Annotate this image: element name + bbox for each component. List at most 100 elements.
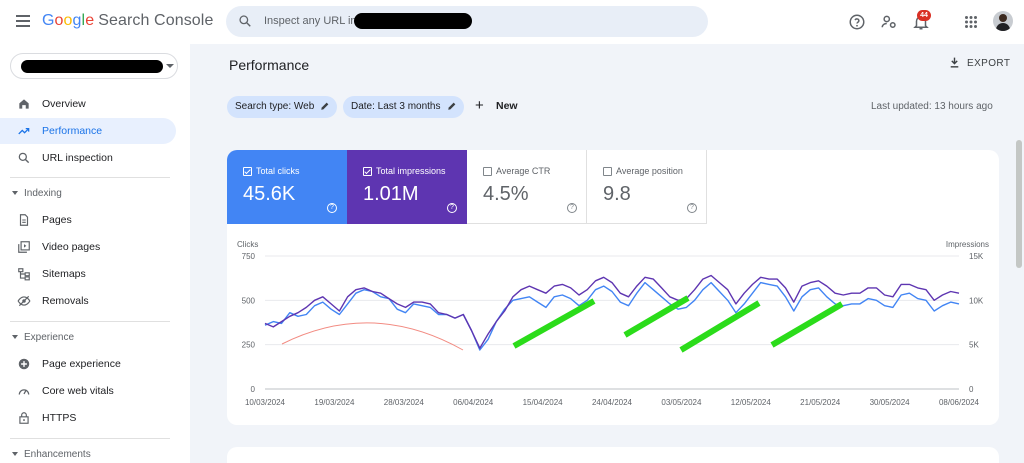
sidebar-item-label: URL inspection — [42, 152, 113, 164]
metric-total-impressions[interactable]: Total impressions 1.01M ? — [347, 150, 467, 224]
metric-label: Total impressions — [376, 166, 446, 176]
right-tick-label: 10K — [969, 296, 984, 305]
video-pages-icon — [18, 241, 30, 253]
metric-average-position[interactable]: Average position 9.8 ? — [587, 150, 707, 224]
metric-label: Total clicks — [256, 166, 300, 176]
sidebar-item-sitemaps[interactable]: Sitemaps — [0, 261, 176, 287]
menu-icon[interactable] — [16, 15, 30, 27]
sidebar-item-label: HTTPS — [42, 412, 77, 424]
logo-letter: o — [54, 12, 64, 29]
left-axis-label: Clicks — [237, 240, 258, 249]
sidebar-item-https[interactable]: HTTPS — [0, 405, 176, 431]
logo-letter: g — [72, 12, 82, 29]
sidebar-item-label: Video pages — [42, 241, 101, 253]
checkbox-checked[interactable] — [243, 167, 252, 176]
help-icon[interactable]: ? — [327, 203, 337, 213]
sidebar-item-label: Sitemaps — [42, 268, 86, 280]
product-name: Search Console — [98, 12, 214, 29]
annotation-curve — [281, 322, 464, 351]
apps-icon[interactable] — [962, 13, 980, 31]
metric-value: 1.01M — [363, 183, 419, 205]
x-tick-label: 24/04/2024 — [592, 398, 633, 407]
sidebar-item-page-experience[interactable]: Page experience — [0, 351, 176, 377]
search-icon — [18, 152, 30, 164]
sidebar-item-performance[interactable]: Performance — [0, 118, 176, 144]
sidebar-item-label: Core web vitals — [42, 385, 114, 397]
x-tick-label: 06/04/2024 — [453, 398, 494, 407]
sidebar-item-removals[interactable]: Removals — [0, 288, 176, 314]
divider — [10, 438, 170, 439]
sidebar-item-pages[interactable]: Pages — [0, 207, 176, 233]
plus-icon: + — [475, 97, 484, 114]
metric-total-clicks[interactable]: Total clicks 45.6K ? — [227, 150, 347, 224]
filter-chip-search-type[interactable]: Search type: Web — [227, 96, 337, 118]
trending-up-icon — [18, 128, 30, 135]
checkbox-unchecked[interactable] — [603, 167, 612, 176]
property-selector[interactable] — [10, 53, 178, 79]
sidebar-item-video-pages[interactable]: Video pages — [0, 234, 176, 260]
filter-chip-label: Search type: Web — [235, 101, 315, 112]
left-tick-label: 0 — [251, 385, 256, 394]
search-placeholder: Inspect any URL in — [264, 15, 357, 27]
filter-chip-date[interactable]: Date: Last 3 months — [343, 96, 464, 118]
notification-badge: 44 — [917, 10, 931, 21]
chevron-down-icon — [166, 64, 174, 68]
section-experience[interactable]: Experience — [12, 332, 74, 343]
annotation-marks — [512, 295, 844, 353]
section-enhancements[interactable]: Enhancements — [12, 449, 91, 460]
right-tick-label: 15K — [969, 252, 984, 261]
help-icon[interactable]: ? — [447, 203, 457, 213]
metric-average-ctr[interactable]: Average CTR 4.5% ? — [467, 150, 587, 224]
x-tick-label: 21/05/2024 — [800, 398, 841, 407]
right-tick-label: 0 — [969, 385, 974, 394]
performance-chart[interactable]: Clicks Impressions 750 15K 500 10K 250 5K 0 0 10… — [227, 224, 999, 425]
metric-value: 9.8 — [603, 183, 631, 205]
logo-letter: e — [85, 12, 95, 29]
checkbox-unchecked[interactable] — [483, 167, 492, 176]
sidebar-item-label: Performance — [42, 125, 103, 137]
avatar[interactable] — [993, 11, 1013, 31]
product-logo[interactable]: Google Search Console — [42, 12, 213, 30]
x-tick-label: 03/05/2024 — [661, 398, 702, 407]
sidebar-item-core-web-vitals[interactable]: Core web vitals — [0, 378, 176, 404]
page-experience-icon — [18, 358, 30, 370]
help-icon[interactable]: ? — [687, 203, 697, 213]
help-icon[interactable]: ? — [567, 203, 577, 213]
x-tick-label: 19/03/2024 — [314, 398, 355, 407]
logo-letter: o — [63, 12, 73, 29]
url-inspect-search[interactable]: Inspect any URL in — [226, 6, 708, 37]
sidebar-item-label: Page experience — [42, 358, 121, 370]
x-tick-label: 15/04/2024 — [523, 398, 564, 407]
x-tick-label: 10/03/2024 — [245, 398, 286, 407]
section-title: Indexing — [24, 188, 62, 199]
section-indexing[interactable]: Indexing — [12, 188, 62, 199]
left-tick-label: 250 — [242, 341, 256, 350]
top-bar: Google Search Console Inspect any URL in … — [0, 0, 1024, 44]
metric-value: 45.6K — [243, 183, 296, 205]
logo-letter: G — [42, 12, 55, 29]
sidebar-item-overview[interactable]: Overview — [0, 91, 176, 117]
redacted-property-name — [21, 60, 163, 73]
sidebar-item-label: Overview — [42, 98, 86, 110]
pages-icon — [19, 214, 29, 226]
series-line-clicks — [264, 281, 960, 351]
home-icon — [19, 99, 29, 109]
chevron-down-icon — [12, 335, 18, 339]
right-tick-label: 5K — [969, 341, 979, 350]
x-tick-label: 12/05/2024 — [731, 398, 772, 407]
edit-icon[interactable] — [447, 101, 457, 111]
chevron-down-icon — [12, 191, 18, 195]
sidebar-item-label: Removals — [42, 295, 89, 307]
left-tick-label: 500 — [242, 296, 256, 305]
edit-icon[interactable] — [320, 101, 330, 111]
metric-value: 4.5% — [483, 183, 529, 205]
checkbox-checked[interactable] — [363, 167, 372, 176]
new-filter-label: New — [496, 100, 518, 112]
sitemap-icon — [18, 268, 30, 281]
manage-users-icon[interactable] — [880, 13, 898, 31]
help-icon[interactable] — [848, 13, 866, 31]
sidebar-item-url-inspection[interactable]: URL inspection — [0, 145, 176, 171]
x-tick-label: 08/06/2024 — [939, 398, 980, 407]
sidebar-item-label: Pages — [42, 214, 72, 226]
scrollbar[interactable] — [1016, 140, 1022, 268]
